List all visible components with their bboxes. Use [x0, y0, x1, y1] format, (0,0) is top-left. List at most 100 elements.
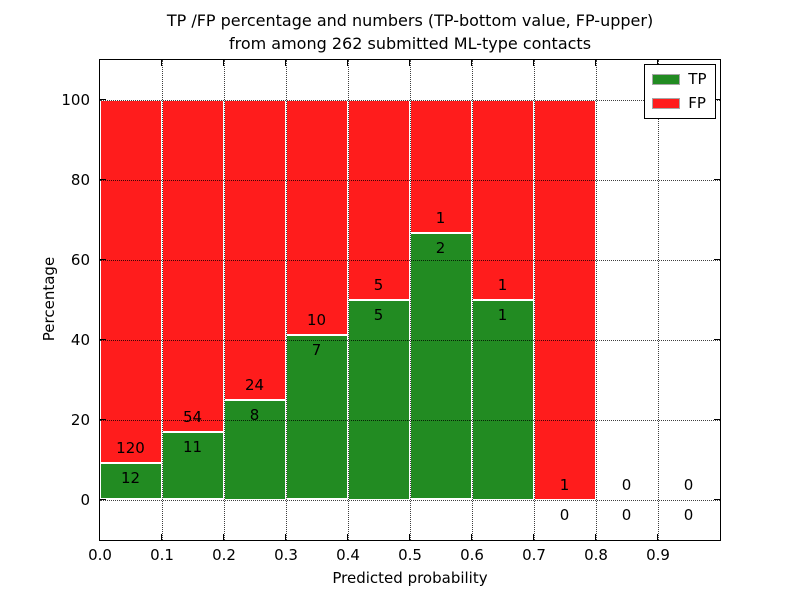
fp-legend-swatch	[652, 97, 681, 109]
x-tick-mark-top	[470, 59, 473, 66]
x-tick-mark	[470, 533, 473, 540]
x-tick-mark	[408, 533, 411, 540]
x-tick-mark-top	[346, 59, 349, 66]
tp-legend-label: TP	[688, 69, 707, 88]
bar-tp-segment	[285, 334, 348, 500]
x-tick-mark-top	[408, 59, 411, 66]
bar-fp-segment	[223, 99, 286, 400]
bar-fp-segment	[533, 99, 596, 500]
fp-count-label: 120	[116, 439, 145, 458]
tp-count-label: 2	[435, 238, 446, 257]
tp-count-label: 12	[120, 469, 141, 488]
y-tick-mark	[99, 258, 106, 261]
x-tick-mark	[222, 533, 225, 540]
x-tick-label: 0.7	[522, 546, 546, 564]
fp-legend-label: FP	[688, 93, 706, 112]
x-tick-mark	[284, 533, 287, 540]
chart-title-line2: from among 262 submitted ML-type contact…	[228, 34, 592, 53]
y-tick-label: 20	[70, 411, 90, 429]
x-tick-label: 0.3	[274, 546, 298, 564]
legend-item-fp: FP	[652, 93, 706, 112]
y-tick-mark-right	[713, 98, 720, 101]
y-tick-mark-right	[713, 178, 720, 181]
fp-count-label: 1	[497, 275, 508, 294]
tp-count-label: 0	[683, 505, 694, 524]
x-gridline	[657, 59, 659, 540]
x-gridline	[533, 59, 535, 540]
x-tick-mark-top	[160, 59, 163, 66]
x-tick-label: 0.4	[336, 546, 360, 564]
x-gridline	[285, 59, 287, 540]
chart-title-line1: TP /FP percentage and numbers (TP-bottom…	[166, 11, 654, 30]
x-gridline	[409, 59, 411, 540]
bar-fp-segment	[347, 99, 410, 300]
fp-count-label: 10	[306, 310, 327, 329]
x-tick-label: 0.1	[150, 546, 174, 564]
y-tick-mark	[99, 418, 106, 421]
x-tick-label: 0.5	[398, 546, 422, 564]
tp-count-label: 0	[559, 505, 570, 524]
x-gridline	[347, 59, 349, 540]
x-tick-mark	[346, 533, 349, 540]
bar-tp-segment	[347, 299, 410, 500]
tp-count-label: 7	[311, 340, 322, 359]
bar-fp-segment	[471, 99, 534, 300]
x-gridline	[223, 59, 225, 540]
bar-tp-segment	[99, 463, 162, 500]
fp-count-label: 5	[373, 275, 384, 294]
y-tick-label: 100	[61, 91, 90, 109]
tp-legend-swatch	[652, 73, 681, 85]
x-tick-mark	[98, 533, 101, 540]
fp-count-label: 24	[244, 375, 265, 394]
x-tick-mark-top	[222, 59, 225, 66]
x-axis-label: Predicted probability	[332, 569, 488, 587]
legend-item-tp: TP	[652, 69, 707, 88]
y-axis-label: Percentage	[40, 256, 58, 342]
x-tick-label: 0.2	[212, 546, 236, 564]
y-tick-label: 0	[80, 491, 90, 509]
y-tick-mark	[99, 98, 106, 101]
x-tick-mark	[532, 533, 535, 540]
y-tick-mark	[99, 178, 106, 181]
x-tick-label: 0.0	[88, 546, 112, 564]
x-tick-mark	[594, 533, 597, 540]
y-tick-label: 60	[70, 251, 90, 269]
y-tick-mark-right	[713, 258, 720, 261]
fp-count-label: 1	[435, 208, 446, 227]
chart-title: TP /FP percentage and numbers (TP-bottom…	[100, 9, 720, 55]
y-tick-label: 80	[70, 171, 90, 189]
x-gridline	[471, 59, 473, 540]
bar-fp-segment	[161, 99, 224, 432]
y-tick-mark-right	[713, 338, 720, 341]
tp-count-label: 1	[497, 305, 508, 324]
x-tick-label: 0.8	[584, 546, 608, 564]
tp-count-label: 8	[249, 405, 260, 424]
y-tick-mark-right	[713, 418, 720, 421]
x-tick-mark-top	[532, 59, 535, 66]
x-tick-mark-top	[284, 59, 287, 66]
tp-count-label: 0	[621, 505, 632, 524]
bar-tp-segment	[471, 299, 534, 500]
fp-count-label: 54	[182, 407, 203, 426]
tp-count-label: 5	[373, 305, 384, 324]
x-gridline	[161, 59, 163, 540]
x-tick-mark	[656, 533, 659, 540]
x-tick-mark	[160, 533, 163, 540]
fp-count-label: 0	[621, 475, 632, 494]
plot-area: TP FP 120 12 54 11 24 8 10 7 5 5 1 2 1 1 1 0 0 0 0 0	[98, 58, 721, 541]
x-tick-label: 0.6	[460, 546, 484, 564]
y-tick-mark	[99, 338, 106, 341]
bar-tp-segment	[409, 232, 472, 500]
bar-tp-segment	[161, 431, 224, 500]
x-tick-mark-top	[98, 59, 101, 66]
x-tick-mark-top	[594, 59, 597, 66]
x-gridline	[595, 59, 597, 540]
tp-count-label: 11	[182, 437, 203, 456]
bar-fp-segment	[285, 99, 348, 335]
x-tick-mark-top	[656, 59, 659, 66]
fp-count-label: 0	[683, 475, 694, 494]
y-tick-label: 40	[70, 331, 90, 349]
legend: TP FP	[644, 63, 716, 119]
y-tick-mark-right	[713, 498, 720, 501]
